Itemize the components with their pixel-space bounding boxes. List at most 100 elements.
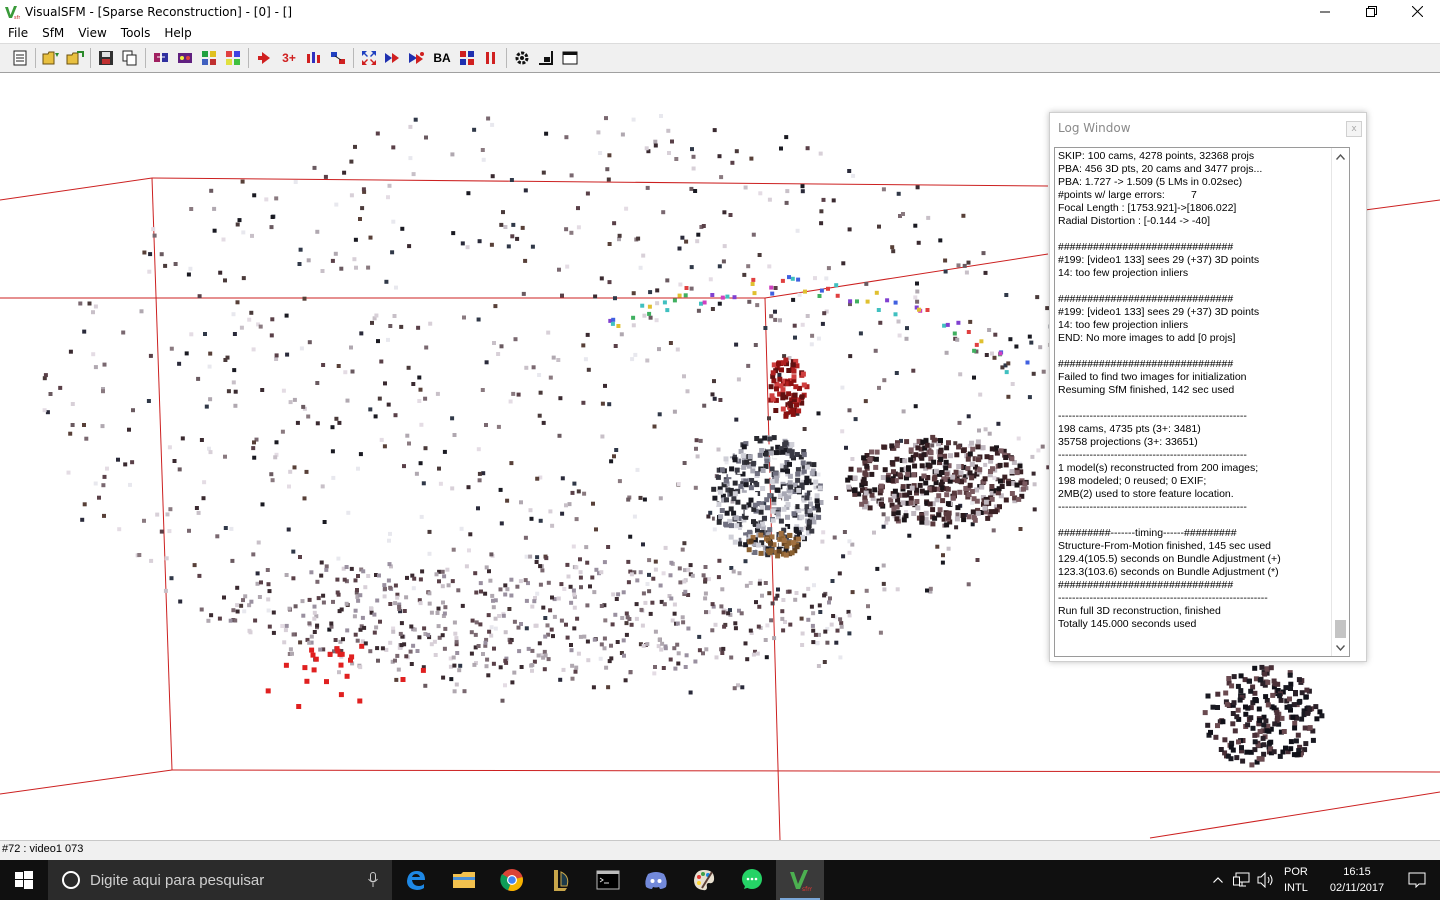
point-cloud-point (956, 464, 962, 469)
open-model-button[interactable] (64, 47, 86, 69)
point-cloud-point (1031, 471, 1036, 476)
point-cloud-point (1292, 720, 1298, 726)
log-text-area[interactable]: SKIP: 100 cams, 4278 points, 32368 projs… (1054, 147, 1350, 657)
show-features-button[interactable] (303, 47, 325, 69)
scroll-up-button[interactable] (1332, 148, 1349, 165)
taskbar-chrome[interactable] (488, 860, 536, 900)
menu-file[interactable]: File (8, 26, 29, 40)
menu-sfm[interactable]: SfM (42, 26, 65, 40)
taskbar-paint[interactable] (680, 860, 728, 900)
taskbar-search-box[interactable]: Digite aqui para pesquisar (48, 860, 392, 900)
thumbnail-view-button[interactable] (222, 47, 244, 69)
point-cloud-point (784, 200, 789, 205)
settings-button[interactable] (511, 47, 533, 69)
point-cloud-point (775, 511, 781, 517)
resize-button[interactable] (535, 47, 557, 69)
tray-volume[interactable] (1254, 860, 1278, 900)
point-cloud-point (801, 452, 807, 458)
run-full-button[interactable] (406, 47, 428, 69)
point-cloud-point (787, 461, 792, 467)
start-button[interactable] (0, 860, 48, 900)
taskbar-league-client[interactable] (536, 860, 584, 900)
point-cloud-point (835, 628, 840, 633)
taskbar-discord[interactable] (632, 860, 680, 900)
taskbar-file-explorer[interactable] (440, 860, 488, 900)
tray-network[interactable] (1230, 860, 1254, 900)
point-cloud-point (189, 332, 194, 337)
next-step-button[interactable] (382, 47, 404, 69)
taskbar-whatsapp[interactable] (728, 860, 776, 900)
scroll-thumb[interactable] (1335, 620, 1346, 638)
fullscreen-button[interactable] (559, 47, 581, 69)
terminal-icon (596, 870, 620, 890)
point-cloud-point (969, 440, 975, 446)
point-cloud-point (470, 618, 475, 623)
menu-help[interactable]: Help (164, 26, 192, 40)
tray-overflow-button[interactable] (1206, 860, 1230, 900)
fit-view-button[interactable] (358, 47, 380, 69)
point-cloud-point (1276, 721, 1282, 727)
show-matches-button[interactable] (327, 47, 349, 69)
point-cloud-point (851, 173, 856, 178)
point-cloud-point (477, 239, 482, 244)
save-button[interactable] (95, 47, 117, 69)
point-cloud-point (908, 457, 914, 463)
log-window-button[interactable] (9, 47, 31, 69)
microphone-icon[interactable] (368, 872, 378, 888)
log-window[interactable]: Log Window x SKIP: 100 cams, 4278 points… (1049, 112, 1367, 662)
taskbar-command-prompt[interactable] (584, 860, 632, 900)
point-cloud-point (226, 389, 231, 394)
point-cloud-point (209, 613, 214, 618)
point-cloud-point (469, 651, 474, 656)
point-cloud-point (212, 206, 217, 211)
point-cloud-point (896, 492, 902, 498)
point-cloud-point (530, 604, 535, 609)
bundle-adjustment-button[interactable]: BA (430, 47, 454, 69)
clock[interactable]: 16:15 02/11/2017 (1320, 864, 1394, 896)
point-cloud-point (1271, 749, 1277, 755)
visualsfm-taskbar-icon: sfm (790, 870, 812, 892)
point-cloud-point (800, 184, 805, 189)
point-cloud-point (1230, 711, 1236, 716)
point-cloud-point (572, 481, 577, 486)
log-line: #199: [video1 133] sees 29 (+37) 3D poin… (1058, 254, 1260, 266)
point-cloud-point (981, 478, 987, 484)
taskbar-visualsfm[interactable]: sfm (776, 860, 824, 900)
point-cloud-point (436, 606, 441, 611)
point-cloud-point (771, 500, 777, 506)
compute-3d-reconstruction-button[interactable] (253, 47, 275, 69)
restore-button[interactable] (1348, 0, 1394, 23)
point-cloud-canvas[interactable] (0, 74, 1440, 840)
menu-tools[interactable]: Tools (120, 26, 151, 40)
open-images-button[interactable] (40, 47, 62, 69)
dense-reconstruction-button[interactable] (456, 47, 478, 69)
point-cloud-point (442, 611, 447, 616)
point-cloud-point (801, 449, 807, 454)
copy-button[interactable] (119, 47, 141, 69)
log-close-button[interactable]: x (1346, 121, 1362, 137)
input-language[interactable]: POR INTL (1284, 864, 1320, 896)
pause-button[interactable] (480, 47, 502, 69)
point-cloud-point (741, 535, 747, 541)
compute-sift-button[interactable] (174, 47, 196, 69)
show-3plus-points-button[interactable]: 3+ (277, 47, 301, 69)
point-cloud-point (680, 547, 685, 552)
compute-missing-match-button[interactable] (150, 47, 172, 69)
point-cloud-point (768, 384, 774, 390)
point-cloud-point (817, 485, 823, 491)
close-button[interactable] (1394, 0, 1440, 23)
scroll-down-button[interactable] (1332, 639, 1349, 656)
point-cloud-point (784, 361, 789, 367)
action-center-button[interactable] (1394, 860, 1440, 900)
point-cloud-point (765, 623, 770, 628)
point-cloud-point (490, 122, 495, 127)
minimize-button[interactable] (1302, 0, 1348, 23)
taskbar-edge[interactable] (392, 860, 440, 900)
point-cloud-point (789, 367, 795, 373)
point-cloud-point (274, 452, 279, 457)
log-window-titlebar[interactable]: Log Window x (1050, 113, 1366, 143)
menu-view[interactable]: View (78, 26, 107, 40)
point-cloud-point (919, 488, 925, 494)
log-scrollbar[interactable] (1331, 148, 1349, 656)
image-grid-button[interactable] (198, 47, 220, 69)
